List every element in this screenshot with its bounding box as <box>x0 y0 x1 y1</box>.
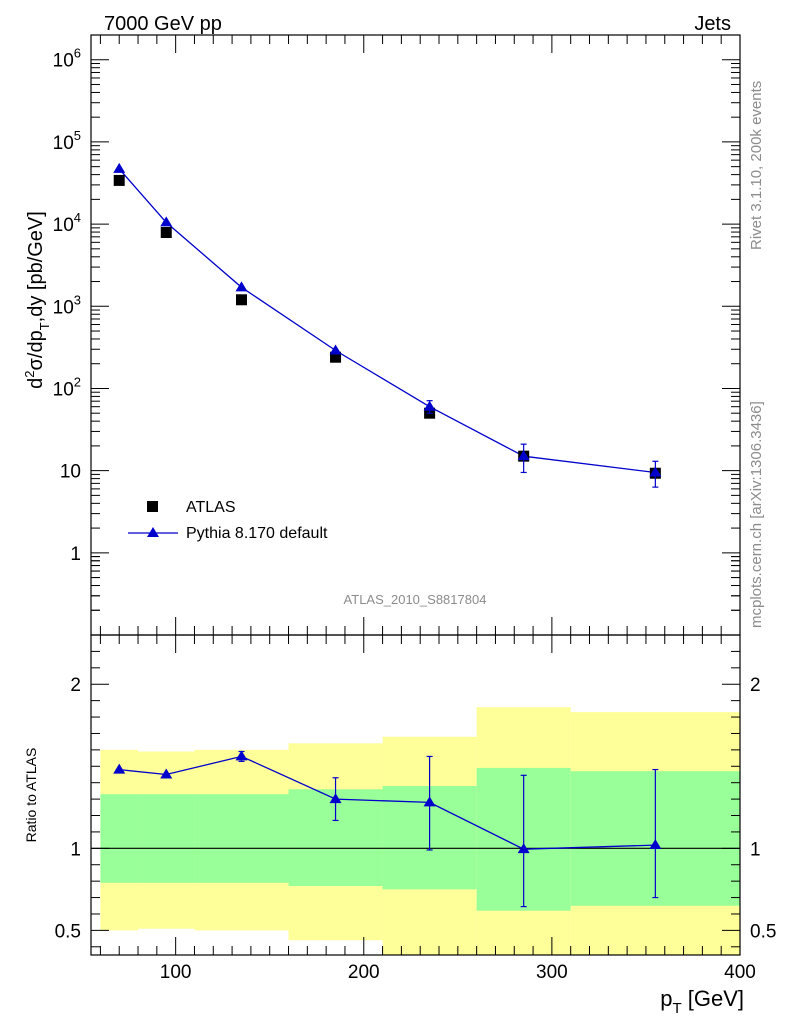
ratio-y-tick-label: 2 <box>70 675 81 696</box>
analysis-tag: ATLAS_2010_S8817804 <box>344 592 487 607</box>
pythia-point <box>423 400 436 411</box>
main-frame <box>90 34 741 636</box>
ratio-panel: 0.5 0.5 1 1 2 2 100 200 300 400 Ratio to ATLAS pT… <box>23 634 776 1017</box>
ratio-y-tick-label-right: 0.5 <box>750 921 776 942</box>
atlas-point <box>330 351 342 363</box>
atlas-point <box>235 294 247 306</box>
ratio-y-tick-label-right: 2 <box>750 675 761 696</box>
pythia-point <box>649 466 662 477</box>
legend-marker-pythia <box>147 527 159 537</box>
x-axis-label: pT [GeV] <box>660 986 744 1017</box>
main-y-tick-label: 102 <box>53 374 81 400</box>
ratio-pythia-point <box>113 763 126 774</box>
main-plot-area <box>113 162 662 488</box>
ratio-y-tick-label: 1 <box>70 839 81 860</box>
pythia-point <box>113 162 126 173</box>
ratio-y-axis-label: Ratio to ATLAS <box>23 748 39 843</box>
x-tick-label: 200 <box>348 962 380 983</box>
main-y-axis-label: d2σ/dpT,dy [pb/GeV] <box>22 211 52 389</box>
x-tick-label: 100 <box>160 962 192 983</box>
main-y-tick-label: 103 <box>53 292 81 318</box>
ratio-pythia-point <box>329 793 342 804</box>
ratio-pythia-point <box>235 750 248 761</box>
main-y-tick-label: 10 <box>60 462 81 483</box>
ratio-y-tick-label-right: 1 <box>750 839 761 860</box>
ratio-pythia-point <box>517 843 530 854</box>
header-left: 7000 GeV pp <box>104 13 222 35</box>
ratio-pythia-point <box>160 768 173 779</box>
legend-marker-atlas <box>147 501 158 512</box>
header-right: Jets <box>694 13 731 35</box>
ratio-frame <box>90 634 741 956</box>
atlas-point <box>113 174 125 186</box>
x-tick-label: 400 <box>724 962 756 983</box>
ratio-pythia-point <box>423 796 436 807</box>
main-y-tick-label: 104 <box>53 210 81 236</box>
main-panel: 1 10 102 103 104 105 106 ATLAS_2010_S8817804 A… <box>22 34 741 636</box>
x-tick-label: 300 <box>536 962 568 983</box>
pythia-point <box>235 281 248 292</box>
ratio-band-inner <box>100 794 139 883</box>
ratio-band-inner <box>138 794 195 883</box>
atlas-point <box>160 227 172 239</box>
main-axis-ticks: 1 10 102 103 104 105 106 <box>53 34 741 636</box>
legend-label-pythia: Pythia 8.170 default <box>186 525 328 542</box>
side-label-rivet: Rivet 3.1.10, 200k events <box>748 81 765 250</box>
ratio-plot-area <box>91 707 740 955</box>
pythia-point <box>517 450 530 461</box>
main-y-tick-label: 106 <box>53 46 81 72</box>
side-label-mcplots: mcplots.cern.ch [arXiv:1306.3436] <box>748 401 765 628</box>
ratio-axis-ticks: 0.5 0.5 1 1 2 2 100 200 300 400 <box>55 635 776 983</box>
pythia-line <box>118 168 656 474</box>
ratio-band-inner <box>194 794 289 883</box>
ratio-pythia-point <box>649 839 662 850</box>
pythia-point <box>329 344 342 355</box>
legend: ATLAS Pythia 8.170 default <box>128 499 328 542</box>
pythia-point <box>160 216 173 227</box>
main-y-tick-label: 1 <box>70 544 81 565</box>
main-y-tick-label: 105 <box>53 128 81 154</box>
ratio-y-tick-label: 0.5 <box>55 921 81 942</box>
main-ylabel-text: d2σ/dpT,dy [pb/GeV] <box>22 211 52 389</box>
legend-label-atlas: ATLAS <box>186 499 236 516</box>
